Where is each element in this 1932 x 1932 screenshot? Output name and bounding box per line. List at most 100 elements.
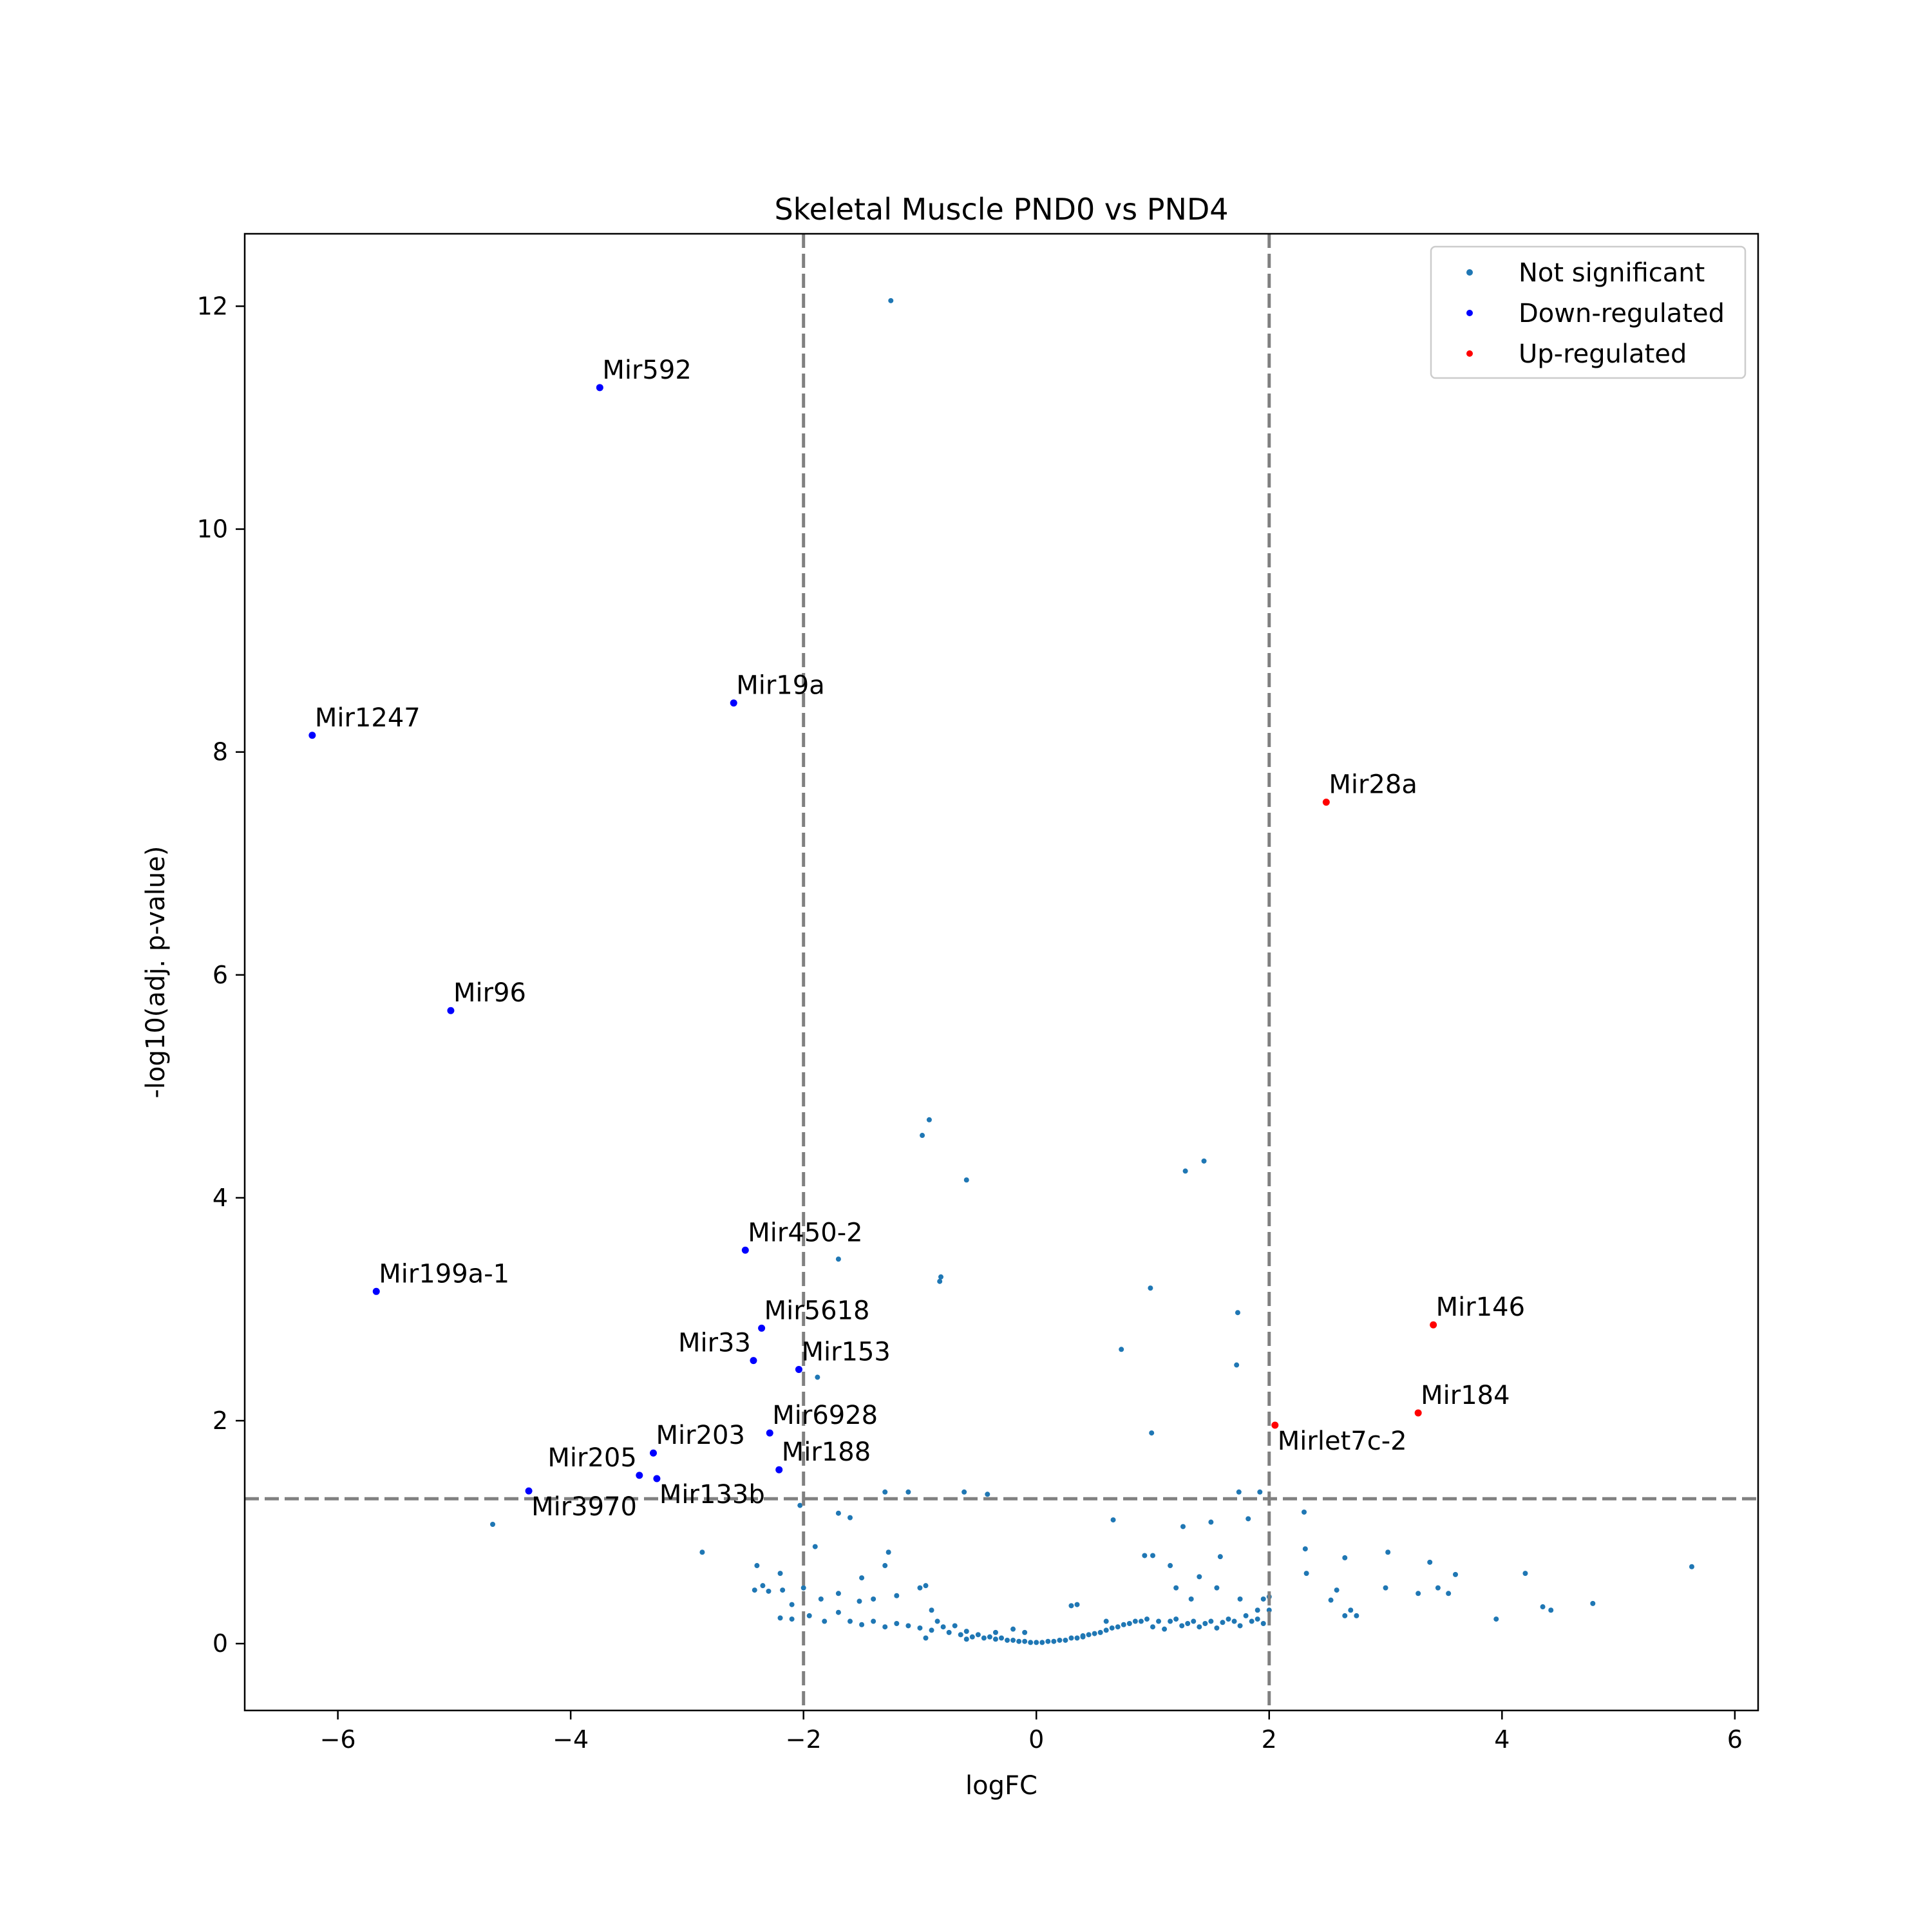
data-point bbox=[1328, 1597, 1334, 1603]
data-point bbox=[1168, 1563, 1173, 1569]
point-label: Mir184 bbox=[1421, 1381, 1510, 1410]
data-point bbox=[1103, 1627, 1109, 1633]
point-label: Mir28a bbox=[1329, 770, 1417, 800]
data-point bbox=[1109, 1625, 1115, 1631]
data-point bbox=[1132, 1618, 1138, 1624]
data-point bbox=[795, 1365, 802, 1373]
data-point bbox=[987, 1634, 992, 1640]
data-point bbox=[1214, 1625, 1220, 1631]
data-point bbox=[1126, 1621, 1132, 1627]
data-point bbox=[923, 1583, 929, 1589]
point-label: Mir1247 bbox=[315, 703, 421, 733]
data-point bbox=[1427, 1559, 1433, 1565]
data-point bbox=[806, 1613, 812, 1618]
data-point bbox=[1257, 1489, 1263, 1495]
data-point bbox=[992, 1636, 998, 1642]
data-point bbox=[1068, 1603, 1074, 1609]
data-point bbox=[1383, 1585, 1388, 1591]
data-point bbox=[848, 1515, 853, 1520]
data-point bbox=[650, 1449, 657, 1457]
data-point bbox=[1074, 1602, 1080, 1607]
data-point bbox=[958, 1632, 963, 1638]
data-point bbox=[1173, 1585, 1179, 1591]
data-point bbox=[1039, 1640, 1045, 1645]
data-point bbox=[917, 1625, 923, 1631]
data-point bbox=[1493, 1616, 1499, 1622]
point-label: Mir6928 bbox=[772, 1401, 878, 1430]
data-point bbox=[1220, 1620, 1226, 1625]
data-point bbox=[818, 1596, 824, 1602]
data-point bbox=[750, 1357, 757, 1365]
data-point bbox=[780, 1587, 786, 1593]
data-point bbox=[926, 1117, 932, 1122]
x-tick-label: 4 bbox=[1494, 1725, 1510, 1754]
legend: Not significant Down-regulated Up-regulate… bbox=[1430, 245, 1747, 379]
data-point bbox=[937, 1278, 943, 1284]
data-point bbox=[789, 1616, 795, 1622]
data-point bbox=[1590, 1600, 1596, 1606]
data-point bbox=[1119, 1347, 1124, 1352]
data-point bbox=[1249, 1618, 1255, 1624]
point-label: Mir205 bbox=[547, 1443, 636, 1473]
data-point bbox=[1237, 1596, 1243, 1602]
data-point bbox=[969, 1634, 975, 1640]
data-point bbox=[1074, 1635, 1080, 1641]
data-point bbox=[1271, 1421, 1279, 1429]
point-labels: Mir592 Mir19a Mir1247 Mir96 Mir450-2 Mir199a-… bbox=[315, 355, 1525, 1522]
data-point bbox=[917, 1585, 923, 1591]
point-label: Mir592 bbox=[602, 355, 691, 385]
point-label: Mir96 bbox=[453, 978, 526, 1008]
x-axis-title: logFC bbox=[965, 1771, 1037, 1801]
data-point bbox=[1208, 1519, 1214, 1525]
data-point bbox=[1191, 1618, 1197, 1624]
data-point bbox=[490, 1521, 496, 1527]
data-point bbox=[882, 1563, 888, 1569]
data-point bbox=[963, 1636, 969, 1642]
data-point bbox=[1522, 1571, 1528, 1577]
data-point bbox=[596, 384, 603, 392]
point-label: Mir19a bbox=[736, 671, 824, 701]
data-point bbox=[752, 1587, 757, 1593]
data-point bbox=[1149, 1430, 1155, 1436]
data-point bbox=[848, 1618, 853, 1624]
data-point bbox=[1097, 1629, 1103, 1635]
point-label: Mir203 bbox=[656, 1421, 745, 1450]
data-point bbox=[815, 1374, 820, 1380]
data-point bbox=[920, 1133, 925, 1139]
data-point bbox=[1016, 1638, 1022, 1644]
y-tick-label: 0 bbox=[213, 1629, 228, 1658]
data-point bbox=[946, 1629, 952, 1635]
data-point bbox=[1115, 1624, 1121, 1630]
data-point bbox=[1168, 1618, 1173, 1624]
data-point bbox=[1540, 1604, 1546, 1610]
data-point bbox=[1188, 1596, 1194, 1602]
data-point bbox=[985, 1492, 990, 1497]
data-point bbox=[905, 1623, 911, 1629]
legend-entry: Up-regulated bbox=[1519, 339, 1687, 369]
data-point bbox=[1197, 1574, 1202, 1580]
axis-ticks: −6 −4 −2 0 2 4 6 0 2 4 6 8 10 12 bbox=[197, 292, 1743, 1754]
data-point bbox=[1022, 1629, 1028, 1635]
data-point bbox=[929, 1607, 934, 1613]
data-point bbox=[1063, 1637, 1068, 1643]
data-point bbox=[981, 1635, 987, 1641]
data-point bbox=[1548, 1607, 1554, 1613]
data-point bbox=[929, 1627, 934, 1633]
data-point bbox=[1435, 1585, 1441, 1591]
point-label: Mir3970 bbox=[531, 1492, 637, 1522]
threshold-lines bbox=[245, 234, 1758, 1710]
data-point bbox=[886, 1549, 891, 1555]
data-point bbox=[1068, 1635, 1074, 1641]
data-point bbox=[963, 1629, 969, 1634]
data-point bbox=[754, 1563, 760, 1569]
data-point bbox=[447, 1007, 455, 1014]
data-point bbox=[775, 1466, 783, 1473]
data-point bbox=[800, 1585, 806, 1591]
data-point bbox=[1086, 1632, 1092, 1638]
data-point bbox=[1446, 1591, 1452, 1596]
data-point bbox=[1234, 1362, 1240, 1368]
data-point bbox=[1138, 1618, 1144, 1624]
data-point bbox=[1144, 1616, 1150, 1622]
data-point bbox=[789, 1602, 795, 1607]
data-point bbox=[1322, 799, 1330, 806]
